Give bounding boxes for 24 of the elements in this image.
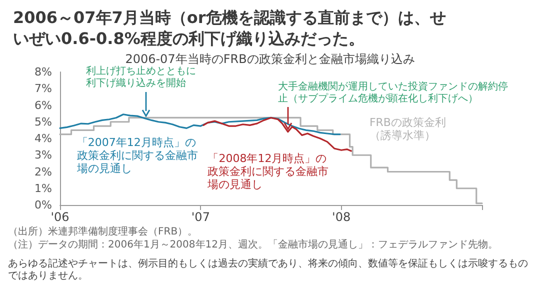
x-tick-label: '06	[50, 210, 70, 224]
chart-title: 2006～07年7月当時（or危機を認識する直前まで）は、せいぜい0.6-0.8%程度の利下げ織り込みだった。	[13, 8, 446, 48]
y-tick-label: 2%	[34, 165, 52, 178]
y-tick-label: 6%	[34, 98, 52, 112]
series-label: 「2008年12月時点」の政策金利に関する金融市場の見通し	[206, 152, 329, 191]
text: あらゆる記述やチャートは、例示目的もしくは過去の実績であり、将来の傾向、数値等を保証もしくは示唆するものではありません。	[8, 258, 528, 282]
chart-subtitle: 2006-07年当時のFRBの政策金利と金融市場織り込み	[125, 52, 415, 66]
y-tick-label: 4%	[34, 132, 52, 145]
series-label: FRBの政策金利（誘導水準）	[369, 116, 446, 142]
line-series	[202, 116, 352, 152]
x-tick-label: '08	[332, 210, 351, 224]
y-tick-label: 1%	[34, 182, 52, 195]
y-tick-label: 5%	[34, 115, 52, 128]
text: （注）データの期間：2006年1月～2008年12月、週次。「金融市場の見通し」：フェデラルファンド先物。	[8, 238, 498, 250]
y-tick-label: 7%	[34, 82, 52, 96]
annotation: 大手金融機関が運用していた投資ファンドの解約停止（サブプライム危機が顕在化し利下げへ）	[278, 80, 508, 105]
x-tick-label: '07	[191, 210, 210, 224]
series-label: 「2007年12月時点」の政策金利に関する金融市場の見通し	[76, 136, 198, 176]
y-tick-label: 0%	[34, 198, 52, 212]
text: （出所）米連邦準備制度理事会（FRB）。	[8, 226, 198, 238]
annotation: 利上げ打ち止めとともに利下げ織り込みを開始	[86, 65, 196, 90]
y-tick-label: 3%	[34, 148, 52, 162]
y-tick-label: 8%	[34, 66, 52, 78]
line-series	[59, 114, 341, 136]
